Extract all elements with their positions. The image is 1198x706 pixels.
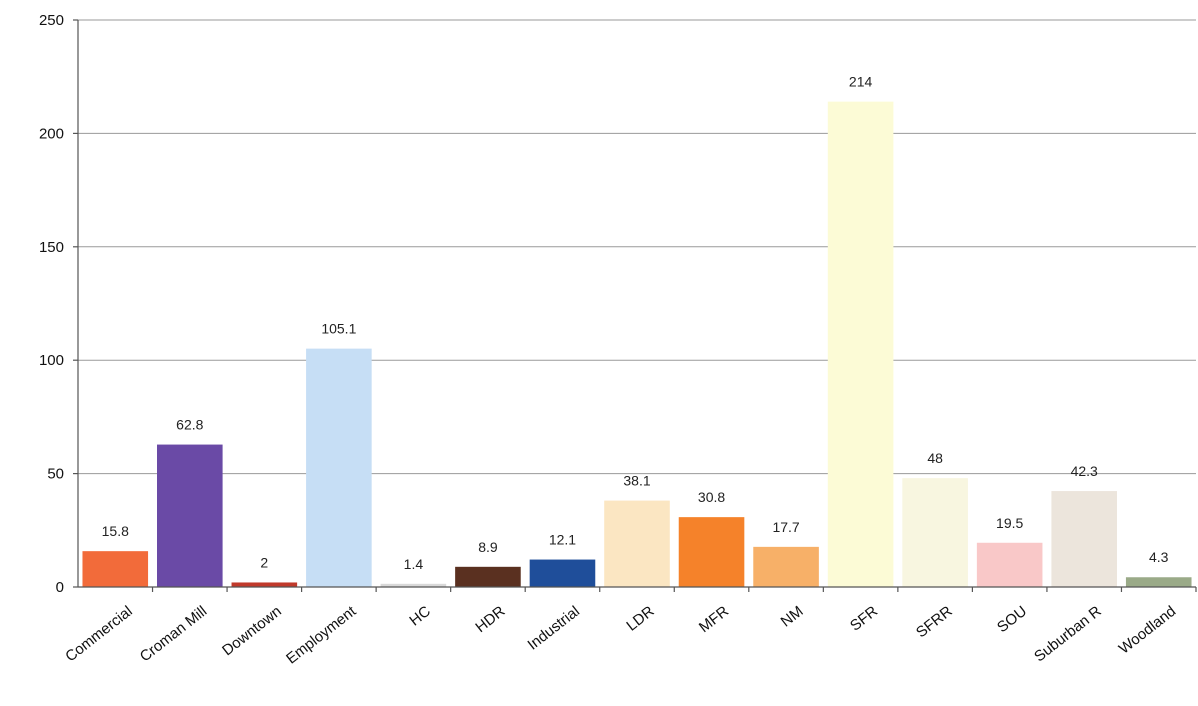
data-label: 42.3 (1071, 463, 1098, 479)
bar (380, 583, 447, 587)
category-label: Suburban R (1031, 603, 1105, 666)
gridlines (78, 19, 1196, 475)
data-label: 62.8 (176, 417, 203, 433)
data-label: 105.1 (321, 321, 356, 337)
data-label: 214 (849, 74, 873, 90)
data-label: 4.3 (1149, 549, 1169, 565)
category-label: MFR (696, 603, 732, 637)
data-label: 48 (927, 450, 943, 466)
bar (827, 101, 894, 587)
y-tick-label: 250 (39, 12, 64, 29)
data-label: 1.4 (404, 556, 424, 572)
bar (604, 500, 670, 587)
y-axis-ticks: 0 50 100 150 200 250 (39, 12, 78, 596)
data-label: 38.1 (623, 473, 650, 489)
bar (678, 517, 745, 587)
data-label: 8.9 (478, 539, 498, 555)
data-label: 19.5 (996, 515, 1023, 531)
category-label: NM (778, 603, 807, 631)
y-tick-label: 100 (39, 352, 64, 369)
category-label: HC (406, 603, 434, 630)
bar (1125, 577, 1192, 587)
bars (82, 101, 1192, 587)
data-label: 30.8 (698, 489, 725, 505)
bar (82, 551, 149, 587)
data-label: 15.8 (102, 523, 129, 539)
category-label: SFRR (913, 603, 956, 642)
category-label: Employment (283, 602, 360, 667)
category-label: Commercial (62, 603, 136, 666)
data-label: 12.1 (549, 532, 576, 548)
data-label: 2 (260, 554, 268, 570)
y-tick-label: 150 (39, 239, 64, 256)
category-label: Downtown (219, 603, 285, 660)
data-labels: 15.8 62.8 2 105.1 1.4 8.9 12.1 38.1 30.8 17.7 214 4… (102, 74, 1169, 572)
category-label: LDR (623, 603, 657, 635)
category-label: SOU (994, 603, 1030, 636)
category-label: SFR (847, 603, 881, 635)
bar (902, 478, 968, 587)
y-tick-label: 0 (56, 579, 64, 596)
category-label: HDR (472, 603, 508, 637)
data-label: 17.7 (772, 519, 799, 535)
bar (231, 582, 298, 587)
category-label: Croman Mill (137, 603, 211, 666)
y-tick-label: 200 (39, 125, 64, 142)
bar (753, 546, 819, 587)
bar (1051, 491, 1117, 587)
bar (455, 566, 521, 587)
bar (976, 542, 1043, 587)
bar (529, 559, 596, 587)
category-label: Woodland (1116, 603, 1179, 658)
y-tick-label: 50 (47, 466, 64, 483)
bar (306, 348, 372, 587)
bar (157, 444, 223, 587)
category-label: Industrial (524, 603, 582, 654)
